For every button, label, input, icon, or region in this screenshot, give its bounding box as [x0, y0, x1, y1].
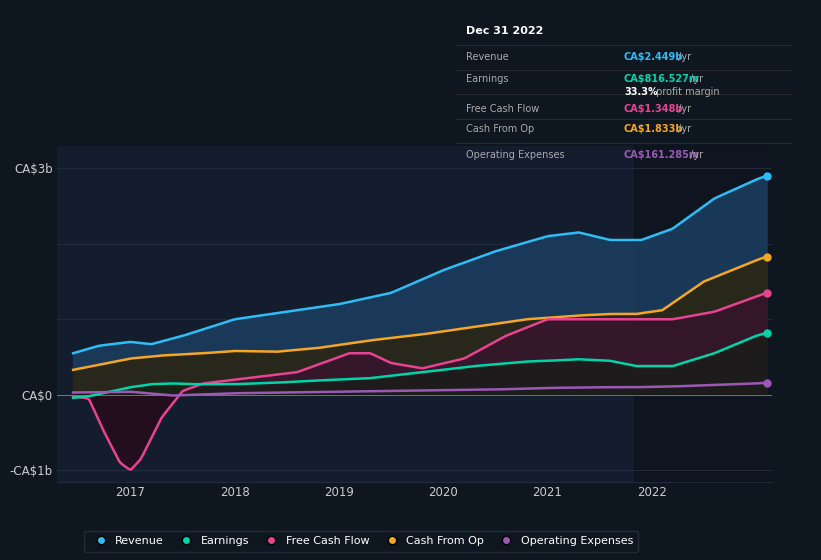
- Text: Earnings: Earnings: [466, 74, 508, 84]
- Text: Revenue: Revenue: [466, 52, 508, 62]
- Text: Cash From Op: Cash From Op: [466, 124, 534, 134]
- Text: Free Cash Flow: Free Cash Flow: [466, 104, 539, 114]
- Text: /yr: /yr: [676, 124, 691, 134]
- Text: Dec 31 2022: Dec 31 2022: [466, 26, 544, 36]
- Text: Operating Expenses: Operating Expenses: [466, 150, 564, 160]
- Text: CA$1.833b: CA$1.833b: [624, 124, 683, 134]
- Text: CA$2.449b: CA$2.449b: [624, 52, 683, 62]
- Text: 33.3%: 33.3%: [624, 87, 658, 97]
- Text: profit margin: profit margin: [653, 87, 719, 97]
- Text: CA$1.348b: CA$1.348b: [624, 104, 683, 114]
- Legend: Revenue, Earnings, Free Cash Flow, Cash From Op, Operating Expenses: Revenue, Earnings, Free Cash Flow, Cash …: [84, 530, 639, 552]
- Text: /yr: /yr: [676, 104, 691, 114]
- Text: /yr: /yr: [676, 52, 691, 62]
- Text: /yr: /yr: [687, 74, 703, 84]
- Bar: [634, 146, 819, 482]
- Text: CA$816.527m: CA$816.527m: [624, 74, 699, 84]
- Text: /yr: /yr: [687, 150, 703, 160]
- Text: CA$161.285m: CA$161.285m: [624, 150, 699, 160]
